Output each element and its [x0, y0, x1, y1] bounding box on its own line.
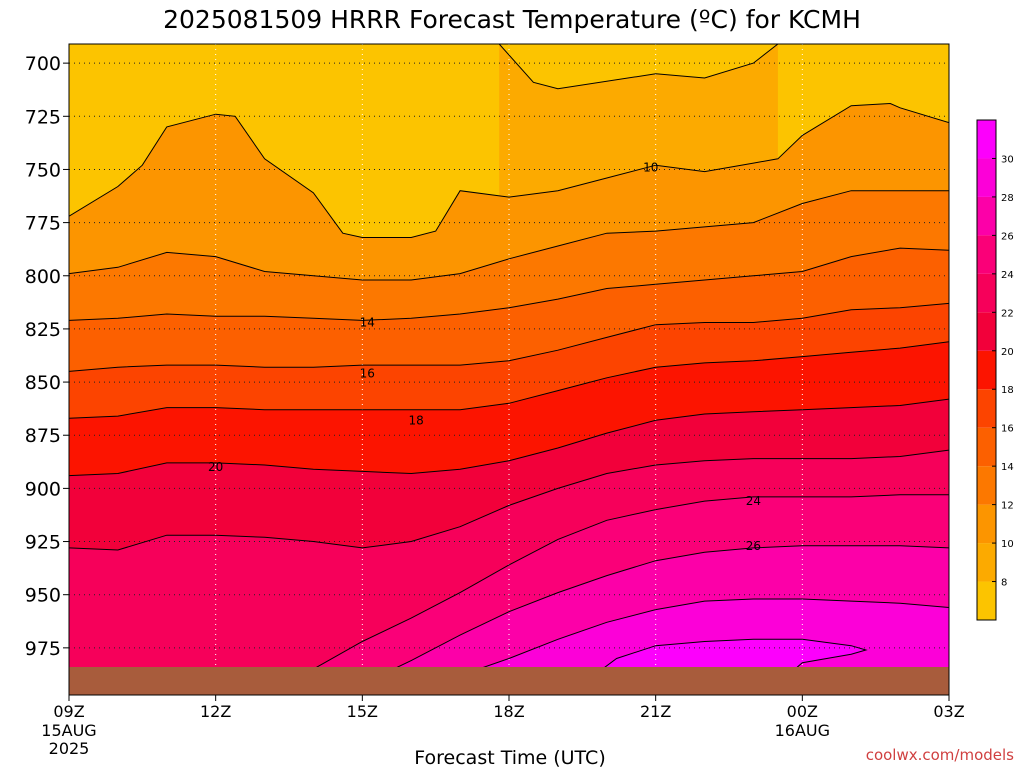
- colorbar-swatch: [977, 543, 996, 582]
- colorbar-swatch: [977, 273, 996, 313]
- x-tick-label: 09Z: [53, 702, 84, 721]
- fill-band-26: [435, 599, 949, 684]
- ground: [69, 666, 949, 695]
- colorbar-label: 16: [1001, 424, 1014, 435]
- colorbar-label: 14: [1001, 462, 1014, 473]
- contour-line-6: [498, 44, 779, 90]
- x-tick-label: 12Z: [200, 702, 231, 721]
- contour-line-22: [288, 494, 949, 684]
- x-tick-date: 15AUG: [41, 721, 96, 740]
- x-tick-label: 00Z: [787, 702, 818, 721]
- colorbar-swatch: [977, 158, 996, 197]
- contour-label: 18: [408, 413, 423, 427]
- y-axis: 700 725 750 775 800 825 850 875 900 925 950 975: [25, 53, 69, 660]
- grid: [69, 44, 949, 684]
- contour-label: 14: [360, 316, 375, 330]
- y-tick-label: 875: [25, 425, 61, 447]
- x-tick-year: 2025: [49, 739, 90, 758]
- colorbar-label: 24: [1001, 270, 1014, 281]
- y-tick-label: 700: [25, 53, 61, 75]
- colorbar-label: 20: [1001, 347, 1014, 358]
- contour-lines: [69, 44, 949, 684]
- colorbar-swatch: [977, 389, 996, 428]
- x-tick-label: 21Z: [640, 702, 671, 721]
- x-axis-title: Forecast Time (UTC): [414, 747, 605, 768]
- contour-label: 26: [746, 539, 761, 553]
- contour-label: 10: [643, 160, 658, 174]
- y-tick-label: 725: [25, 106, 61, 128]
- colorbar-swatch: [977, 504, 996, 544]
- x-tick-label: 03Z: [933, 702, 964, 721]
- contour-label: 24: [746, 494, 761, 508]
- colorbar-swatch: [977, 581, 996, 620]
- colorbar-frame: [976, 119, 997, 621]
- y-tick-label: 800: [25, 266, 61, 288]
- contour-line-24: [362, 545, 949, 684]
- contour-line-18: [69, 398, 949, 477]
- colorbar-swatch: [977, 350, 996, 390]
- colorbar-swatch: [977, 312, 996, 351]
- contour-line-20: [69, 449, 949, 551]
- colorbar-swatch: [977, 120, 996, 159]
- x-tick-label: 15Z: [347, 702, 378, 721]
- chart-title: 2025081509 HRRR Forecast Temperature (ºC…: [163, 5, 861, 34]
- colorbar-label: 12: [1001, 501, 1014, 512]
- contour-line-26: [435, 598, 949, 684]
- y-tick-label: 775: [25, 213, 61, 235]
- contour-labels: 10 14 16 18 20 24 26: [208, 160, 761, 552]
- contour-line-10: [69, 190, 949, 281]
- y-tick-label: 825: [25, 319, 61, 341]
- colorbar: 8 10 12 14 16 18 20 22 24 26 28 30: [976, 119, 1014, 621]
- colorbar-swatch: [977, 235, 996, 274]
- colorbar-label: 26: [1001, 231, 1014, 242]
- contour-line-28: [582, 638, 868, 684]
- colorbar-label: 18: [1001, 385, 1014, 396]
- x-tick-label: 18Z: [493, 702, 524, 721]
- colorbar-label: 30: [1001, 154, 1014, 165]
- y-tick-label: 900: [25, 478, 61, 500]
- y-tick-label: 950: [25, 585, 61, 607]
- contour-label: 16: [360, 367, 375, 381]
- y-tick-label: 975: [25, 638, 61, 660]
- colorbar-label: 10: [1001, 539, 1014, 550]
- contour-line-14: [69, 302, 949, 372]
- contour-line-8: [69, 102, 949, 238]
- y-tick-label: 750: [25, 159, 61, 181]
- colorbar-swatch: [977, 466, 996, 505]
- y-tick-label: 850: [25, 372, 61, 394]
- contour-line-12: [69, 247, 949, 321]
- contour-line-16: [69, 341, 949, 419]
- y-tick-label: 925: [25, 532, 61, 554]
- colorbar-label: 8: [1001, 578, 1007, 589]
- colorbar-swatch: [977, 427, 996, 467]
- colorbar-swatch: [977, 196, 996, 236]
- colorbar-label: 22: [1001, 308, 1014, 319]
- credit-text: coolwx.com/models: [866, 746, 1014, 764]
- x-tick-date: 16AUG: [775, 721, 830, 740]
- colorbar-label: 28: [1001, 193, 1014, 204]
- contour-label: 20: [208, 460, 223, 474]
